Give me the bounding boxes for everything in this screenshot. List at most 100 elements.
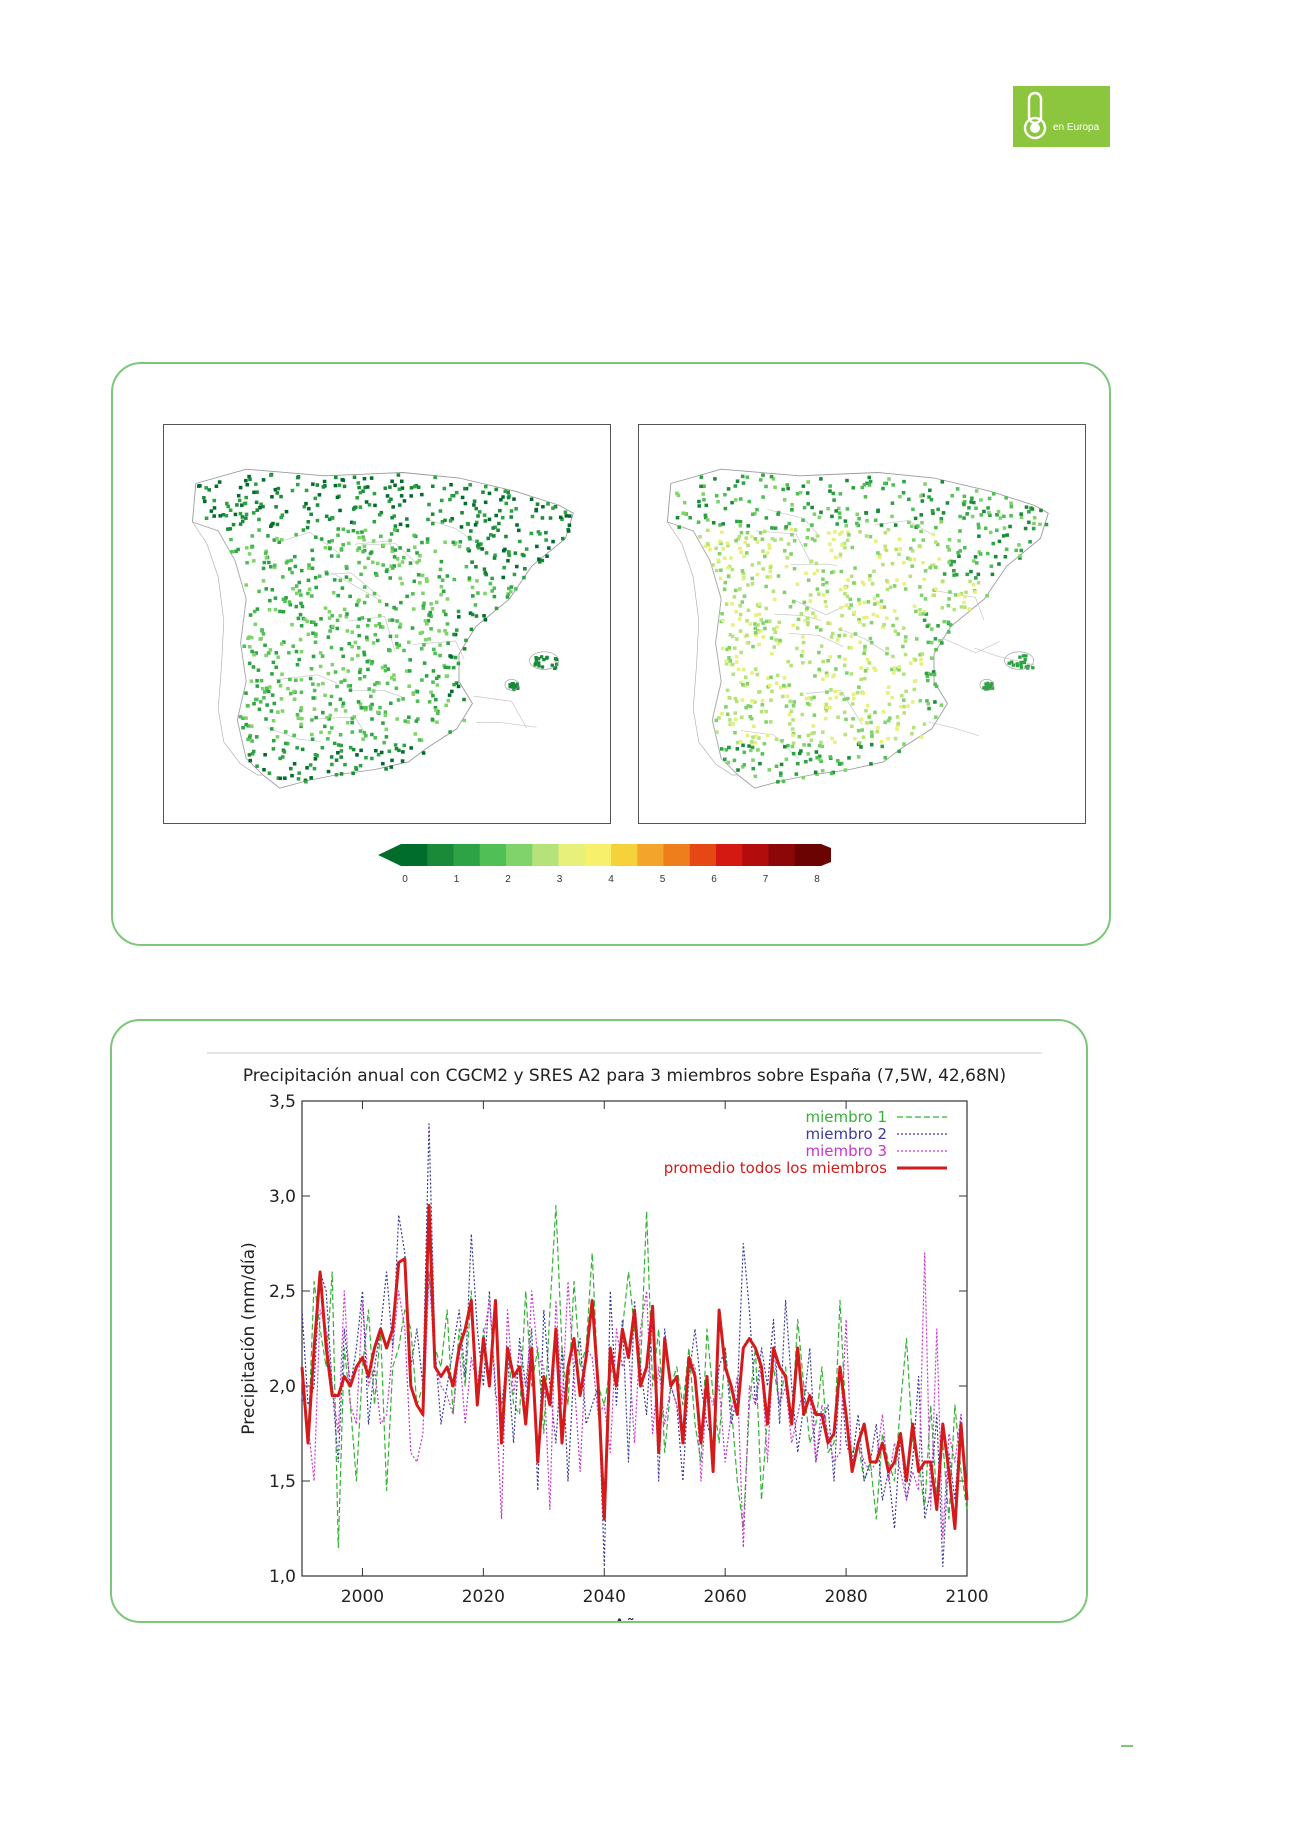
station-dot xyxy=(401,750,405,754)
station-dot xyxy=(791,599,796,604)
station-dot xyxy=(856,729,861,733)
station-dot xyxy=(515,682,520,686)
station-dot xyxy=(764,619,769,624)
station-dot xyxy=(225,501,229,506)
station-dot xyxy=(918,653,923,657)
station-dot xyxy=(769,698,773,702)
station-dot xyxy=(929,640,934,645)
station-dot xyxy=(771,589,776,594)
station-dot xyxy=(281,597,286,601)
station-dot xyxy=(858,640,862,644)
station-dot xyxy=(703,513,708,518)
station-dot xyxy=(996,509,1001,514)
station-dot xyxy=(809,697,814,701)
colorbar-tick-label: 6 xyxy=(711,874,717,885)
station-dot xyxy=(869,640,874,645)
province-border xyxy=(839,628,889,654)
station-dot xyxy=(388,538,393,543)
station-dot xyxy=(728,659,733,663)
station-dot xyxy=(875,614,880,618)
station-dot xyxy=(843,732,848,737)
station-dot xyxy=(799,612,804,616)
station-dot xyxy=(823,599,828,604)
station-dot xyxy=(437,575,442,579)
station-dot xyxy=(409,494,413,498)
station-dot xyxy=(919,529,923,534)
station-dot xyxy=(326,737,330,741)
station-dot xyxy=(254,482,258,486)
station-dot xyxy=(839,605,843,610)
station-dot xyxy=(911,538,916,542)
station-dot xyxy=(380,665,385,670)
station-dot xyxy=(908,574,913,579)
station-dot xyxy=(352,475,357,479)
station-dot xyxy=(963,545,967,550)
station-dot xyxy=(792,539,797,543)
station-dot xyxy=(697,499,701,504)
station-dot xyxy=(252,609,257,614)
station-dot xyxy=(982,509,986,514)
station-dot xyxy=(998,516,1003,520)
station-dot xyxy=(935,542,940,547)
station-dot xyxy=(720,711,724,716)
station-dot xyxy=(422,601,426,606)
province-border xyxy=(476,722,537,728)
station-dot xyxy=(698,534,702,539)
station-dot xyxy=(364,705,368,710)
station-dot xyxy=(750,576,755,581)
station-dot xyxy=(420,678,424,682)
station-dot xyxy=(247,735,252,740)
station-dot xyxy=(828,705,832,710)
station-dot xyxy=(1026,664,1030,668)
station-dot xyxy=(537,560,542,564)
station-dot xyxy=(250,752,255,756)
station-dot xyxy=(476,514,480,518)
station-dot xyxy=(274,505,278,509)
station-dot xyxy=(863,644,867,649)
station-dot xyxy=(263,551,268,555)
station-dot xyxy=(247,661,252,666)
station-dot xyxy=(990,686,995,690)
station-dot xyxy=(299,593,303,597)
station-dot xyxy=(857,741,862,745)
station-dot xyxy=(280,538,284,542)
station-dot xyxy=(494,487,498,492)
station-dot xyxy=(506,495,511,500)
station-dot xyxy=(445,597,450,601)
station-dot xyxy=(893,736,898,741)
station-dot xyxy=(417,738,422,742)
station-dot xyxy=(914,637,919,641)
colorbar-segment xyxy=(742,844,769,866)
station-dot xyxy=(357,633,361,638)
station-dot xyxy=(365,637,369,642)
station-dot xyxy=(733,484,738,488)
station-dot xyxy=(336,554,340,558)
station-dot xyxy=(858,620,862,625)
station-dot xyxy=(313,622,318,627)
station-dot xyxy=(534,655,538,660)
station-dot xyxy=(262,560,267,565)
station-dot xyxy=(420,630,425,635)
station-dot xyxy=(681,511,686,515)
station-dot xyxy=(401,555,406,560)
station-dot xyxy=(836,759,840,763)
station-dot xyxy=(787,712,792,717)
station-dot xyxy=(511,685,515,689)
station-dot xyxy=(802,743,806,747)
station-dot xyxy=(508,685,513,689)
station-dot xyxy=(934,525,938,530)
station-dot xyxy=(492,556,497,560)
station-dot xyxy=(443,540,447,544)
station-dot xyxy=(742,554,746,559)
station-dot xyxy=(415,551,419,555)
station-dot xyxy=(976,572,981,577)
station-dot xyxy=(744,683,748,688)
station-dot xyxy=(536,657,541,661)
station-dot xyxy=(897,668,901,672)
station-dot xyxy=(339,680,343,684)
station-dot xyxy=(389,564,394,568)
station-dot xyxy=(402,743,407,748)
station-dot xyxy=(741,667,746,672)
station-dot xyxy=(896,632,901,636)
station-dot xyxy=(760,537,765,542)
